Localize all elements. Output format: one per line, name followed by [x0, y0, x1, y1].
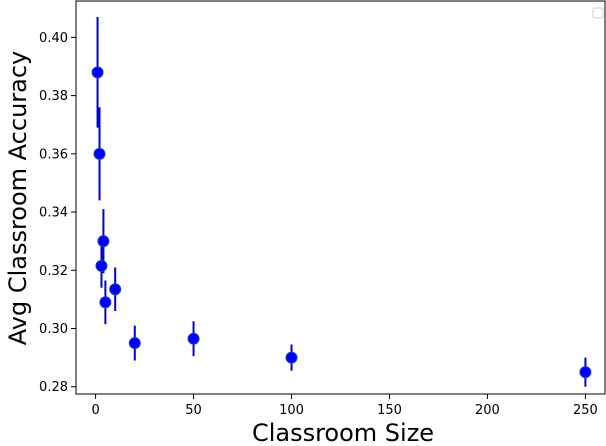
y-axis-label: Avg Classroom Accuracy — [4, 51, 32, 346]
x-axis-ticks: 0 50 100 150 200 250 — [91, 394, 598, 418]
data-points — [91, 66, 592, 379]
plot-area — [75, 0, 606, 395]
x-tick-label: 100 — [279, 403, 304, 418]
y-tick-label: 0.40 — [39, 31, 68, 46]
x-tick-label: 250 — [573, 403, 598, 418]
legend-box — [592, 7, 604, 19]
data-point — [93, 147, 106, 160]
y-axis-ticks: 0.28 0.30 0.32 0.34 0.36 0.38 0.40 — [39, 31, 76, 395]
data-point — [109, 283, 122, 296]
y-tick-label: 0.30 — [39, 322, 68, 337]
x-tick-label: 150 — [377, 403, 402, 418]
data-point — [187, 332, 200, 345]
y-tick-label: 0.28 — [39, 380, 68, 395]
y-tick-label: 0.32 — [39, 264, 68, 279]
x-tick-label: 200 — [475, 403, 500, 418]
data-point — [285, 351, 298, 364]
x-tick-label: 50 — [185, 403, 202, 418]
y-tick-label: 0.38 — [39, 89, 68, 104]
data-point — [91, 66, 104, 79]
data-point — [97, 235, 110, 248]
data-point — [99, 296, 112, 309]
y-tick-label: 0.36 — [39, 147, 68, 162]
x-tick-label: 0 — [91, 403, 99, 418]
y-tick-label: 0.34 — [39, 206, 68, 221]
data-point — [95, 259, 108, 272]
data-point — [579, 366, 592, 379]
x-axis-label: Classroom Size — [252, 419, 434, 446]
data-point — [128, 337, 141, 350]
